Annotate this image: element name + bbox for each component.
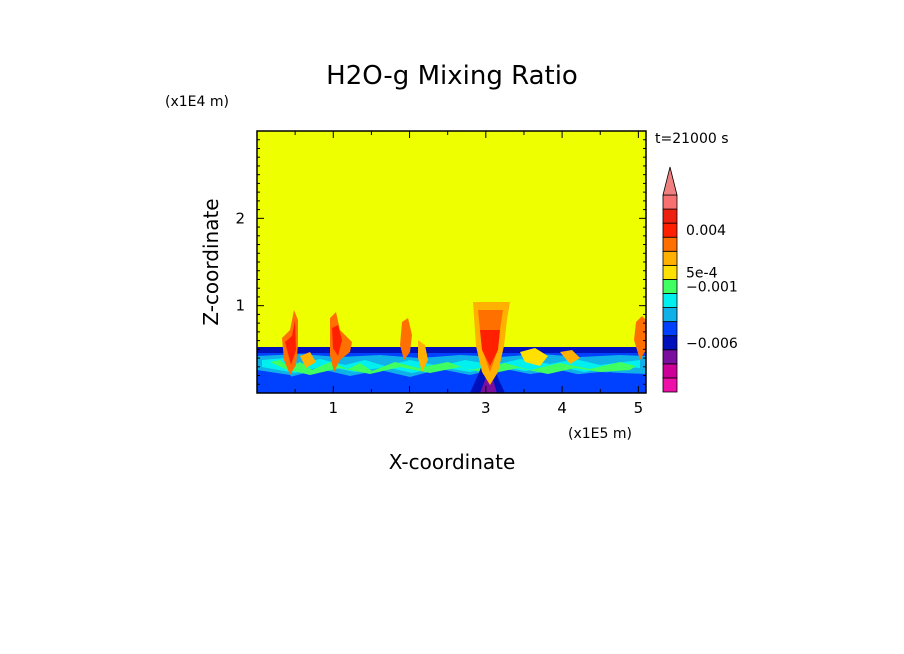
- colorbar-segment: [662, 264, 678, 280]
- axis-ticks: 1 2 3 4 5 1 2: [235, 131, 646, 417]
- x-tick-label: 1: [329, 399, 339, 417]
- colorbar-extend-triangle: [662, 166, 678, 196]
- y-tick-label: 2: [235, 209, 245, 227]
- colorbar-segment: [662, 307, 678, 323]
- field-green-patches: [270, 360, 636, 375]
- colorbar-label: −0.001: [686, 279, 738, 295]
- contour-field: [257, 302, 646, 393]
- plume-3: [400, 318, 412, 360]
- speckle-3: [300, 352, 316, 368]
- plot-area: 1 2 3 4 5 1 2: [235, 130, 647, 417]
- colorbar-segment: [662, 236, 678, 252]
- colorbar-label: 5e-4: [686, 265, 718, 281]
- colorbar-segment: [662, 335, 678, 351]
- x-tick-label: 4: [557, 399, 567, 417]
- colorbar-segment: [662, 208, 678, 224]
- colorbar-segment: [662, 279, 678, 294]
- x-tick-label: 3: [481, 399, 491, 417]
- colorbar-segment: [662, 321, 678, 337]
- plume-2-core: [332, 325, 342, 356]
- colorbar-segment: [662, 222, 678, 238]
- field-band-dark: [257, 347, 646, 353]
- colorbar-label: −0.006: [686, 336, 738, 352]
- x-tick-label: 5: [634, 399, 644, 417]
- plume-1-core: [285, 320, 296, 365]
- plume-center-core: [480, 330, 500, 366]
- colorbar-segment: [662, 250, 678, 266]
- speckle-1: [520, 348, 548, 366]
- y-multiplier-label: (x1E4 m): [165, 94, 229, 110]
- x-axis-label: X-coordinate: [389, 450, 516, 474]
- y-tick-label: 1: [235, 297, 245, 315]
- colorbar-segment: [662, 349, 678, 365]
- plume-4: [418, 340, 428, 372]
- time-label: t=21000 s: [655, 131, 729, 147]
- colorbar: 0.004 5e-4−0.001 −0.006: [662, 166, 738, 393]
- chart-title: H2O-g Mixing Ratio: [326, 61, 578, 91]
- colorbar-segment: [662, 293, 678, 308]
- speckle-2: [560, 350, 580, 364]
- field-lower-blue: [257, 370, 646, 393]
- colorbar-segment: [662, 363, 678, 379]
- x-multiplier-label: (x1E5 m): [568, 426, 632, 442]
- y-axis-label: Z-coordinate: [199, 198, 223, 325]
- colorbar-segment: [662, 194, 678, 210]
- colorbar-label: 0.004: [686, 223, 726, 239]
- x-tick-label: 2: [405, 399, 415, 417]
- colorbar-segment: [662, 377, 678, 393]
